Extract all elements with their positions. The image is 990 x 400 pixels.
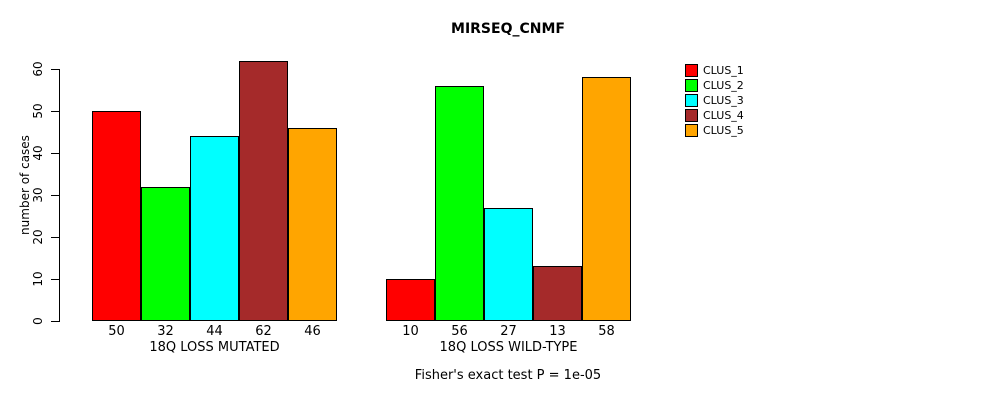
y-tick-label: 20 <box>31 229 45 245</box>
bar-value-label: 46 <box>304 324 321 339</box>
y-axis-label: number of cases <box>18 135 32 235</box>
group-label-1: 18Q LOSS MUTATED <box>149 340 280 355</box>
bar-value-label: 62 <box>255 324 272 339</box>
bar-value-label: 56 <box>451 324 468 339</box>
bar-clus_2-group1 <box>141 187 190 321</box>
y-tick-label: 60 <box>31 61 45 77</box>
bar-value-label: 58 <box>598 324 615 339</box>
bar-clus_3-group2 <box>484 208 533 321</box>
bar-clus_4-group2 <box>533 266 582 321</box>
y-tick <box>51 153 59 154</box>
bar-clus_5-group1 <box>288 128 337 321</box>
legend-swatch-clus_2 <box>685 79 698 92</box>
y-tick <box>51 321 59 322</box>
legend-item: CLUS_3 <box>685 93 744 108</box>
legend-label: CLUS_3 <box>703 94 744 107</box>
legend-swatch-clus_3 <box>685 94 698 107</box>
bar-clus_5-group2 <box>582 77 631 321</box>
y-tick <box>51 195 59 196</box>
legend: CLUS_1 CLUS_2 CLUS_3 CLUS_4 CLUS_5 <box>685 63 744 138</box>
annotation-text: Fisher's exact test P = 1e-05 <box>414 368 602 383</box>
legend-item: CLUS_4 <box>685 108 744 123</box>
bar-value-label: 32 <box>157 324 174 339</box>
y-tick-label: 50 <box>31 103 45 119</box>
bar-value-label: 44 <box>206 324 223 339</box>
y-tick-label: 40 <box>31 145 45 161</box>
y-tick <box>51 111 59 112</box>
legend-swatch-clus_5 <box>685 124 698 137</box>
legend-swatch-clus_1 <box>685 64 698 77</box>
y-tick-label: 10 <box>31 271 45 287</box>
legend-item: CLUS_1 <box>685 63 744 78</box>
legend-label: CLUS_4 <box>703 109 744 122</box>
bar-value-label: 13 <box>549 324 566 339</box>
bar-clus_1-group2 <box>386 279 435 321</box>
y-axis-line <box>59 69 60 322</box>
bar-clus_3-group1 <box>190 136 239 321</box>
bar-clus_2-group2 <box>435 86 484 321</box>
y-tick-label: 30 <box>31 187 45 203</box>
legend-swatch-clus_4 <box>685 109 698 122</box>
bar-value-label: 27 <box>500 324 517 339</box>
chart-title: MIRSEQ_CNMF <box>451 21 565 37</box>
bar-value-label: 50 <box>108 324 125 339</box>
group-label-2: 18Q LOSS WILD-TYPE <box>439 340 578 355</box>
bar-clus_4-group1 <box>239 61 288 321</box>
y-tick <box>51 237 59 238</box>
y-tick <box>51 69 59 70</box>
legend-label: CLUS_5 <box>703 124 744 137</box>
legend-label: CLUS_2 <box>703 79 744 92</box>
bar-value-label: 10 <box>402 324 419 339</box>
y-tick-label: 0 <box>31 317 45 325</box>
y-tick <box>51 279 59 280</box>
bar-clus_1-group1 <box>92 111 141 321</box>
legend-label: CLUS_1 <box>703 64 744 77</box>
legend-item: CLUS_5 <box>685 123 744 138</box>
legend-item: CLUS_2 <box>685 78 744 93</box>
